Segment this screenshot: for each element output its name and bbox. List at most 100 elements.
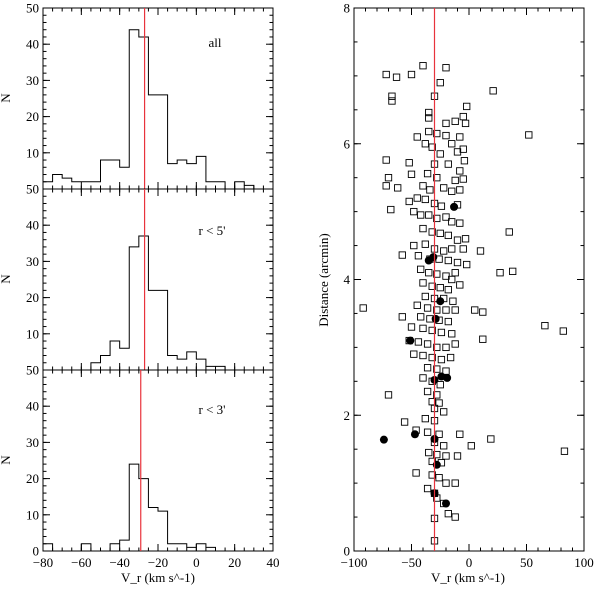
open-square-point bbox=[487, 435, 495, 443]
open-square-point bbox=[489, 87, 497, 95]
y-tick-label: 30 bbox=[26, 254, 39, 269]
histogram-panel-r-lt-3: 0 10 20 30 40 50 −80 −60 −40 −20 0 20 40 r < 3' N V… bbox=[0, 363, 280, 586]
open-square-point bbox=[440, 408, 448, 416]
y-tick-label: 20 bbox=[26, 471, 39, 486]
open-square-point bbox=[448, 330, 456, 338]
open-square-point bbox=[433, 365, 441, 373]
open-square-point bbox=[425, 127, 433, 136]
open-square-point bbox=[440, 442, 448, 450]
open-square-point bbox=[442, 131, 450, 140]
filled-circle-point bbox=[450, 202, 459, 211]
open-square-point bbox=[419, 62, 427, 70]
filled-circle-points bbox=[379, 202, 459, 508]
open-square-point bbox=[413, 194, 421, 202]
open-square-point bbox=[417, 211, 425, 219]
open-square-point bbox=[423, 387, 432, 396]
open-square-point bbox=[453, 236, 462, 244]
open-square-point bbox=[440, 247, 448, 255]
open-square-point bbox=[425, 114, 433, 122]
open-square-point bbox=[410, 241, 418, 250]
open-square-point bbox=[456, 430, 464, 438]
y-tick-label: 20 bbox=[26, 109, 39, 124]
open-square-point bbox=[453, 452, 462, 460]
x-tick-label: −20 bbox=[148, 555, 168, 570]
open-square-point bbox=[451, 340, 459, 348]
y-tick-label: 30 bbox=[26, 435, 39, 450]
open-square-point bbox=[425, 211, 433, 219]
filled-circle-point bbox=[424, 256, 433, 265]
x-axis-label: V_r (km s^-1) bbox=[431, 570, 505, 585]
y-tick-label: 10 bbox=[26, 507, 39, 522]
open-square-point bbox=[449, 297, 457, 305]
open-square-point bbox=[435, 430, 443, 438]
axis-ticks bbox=[42, 369, 274, 552]
open-square-point bbox=[436, 79, 444, 87]
y-tick-label: 50 bbox=[26, 182, 39, 197]
filled-circle-point bbox=[431, 314, 440, 323]
open-square-point bbox=[400, 418, 409, 426]
open-square-point bbox=[471, 306, 479, 314]
x-tick-labels: −100 −50 0 50 100 bbox=[341, 555, 594, 570]
x-tick-label: 100 bbox=[574, 555, 594, 570]
open-square-point bbox=[444, 510, 452, 518]
open-square-point bbox=[421, 140, 429, 148]
y-tick-label: 50 bbox=[26, 363, 39, 378]
open-square-point bbox=[428, 471, 436, 479]
open-square-point bbox=[433, 129, 441, 138]
open-square-point bbox=[448, 140, 456, 148]
open-square-point bbox=[392, 73, 401, 81]
open-square-point bbox=[433, 450, 441, 459]
y-tick-label: 10 bbox=[26, 145, 39, 160]
y-tick-label: 30 bbox=[26, 73, 39, 88]
open-square-point bbox=[461, 119, 470, 128]
open-square-point bbox=[444, 231, 452, 240]
scatter-panel: 0 2 4 6 8 −100 −50 0 50 100 Distance (arcmin) V_… bbox=[316, 1, 594, 586]
open-square-point bbox=[407, 323, 416, 331]
open-square-point bbox=[433, 270, 441, 278]
open-square-point bbox=[421, 414, 429, 423]
open-square-point bbox=[423, 304, 432, 312]
y-tick-labels: 0 2 4 6 8 bbox=[344, 1, 351, 559]
y-tick-label: 10 bbox=[26, 326, 39, 341]
open-square-point bbox=[505, 228, 513, 236]
open-square-point bbox=[407, 70, 416, 79]
open-square-point bbox=[509, 267, 517, 276]
open-square-point bbox=[388, 97, 396, 105]
open-square-point bbox=[444, 286, 452, 294]
open-square-point bbox=[425, 269, 433, 277]
open-square-point bbox=[444, 160, 452, 168]
x-tick-label: 50 bbox=[520, 555, 533, 570]
y-axis-label: N bbox=[0, 455, 13, 465]
panel-annotation: r < 5' bbox=[198, 223, 225, 238]
axis-ticks bbox=[42, 7, 274, 190]
x-tick-label: 0 bbox=[466, 555, 473, 570]
open-square-point bbox=[384, 174, 393, 182]
open-square-point bbox=[451, 479, 459, 487]
panel-frame bbox=[42, 188, 274, 371]
y-tick-label: 6 bbox=[344, 136, 351, 151]
y-axis-label: Distance (arcmin) bbox=[316, 233, 331, 326]
open-square-point bbox=[412, 469, 420, 477]
open-square-point bbox=[410, 350, 418, 358]
x-axis-label: V_r (km s^-1) bbox=[121, 570, 195, 585]
open-square-point bbox=[442, 452, 450, 460]
open-square-point bbox=[448, 245, 456, 253]
open-square-point bbox=[423, 484, 432, 493]
open-square-point bbox=[456, 186, 464, 194]
open-square-point bbox=[496, 269, 504, 277]
open-square-point bbox=[436, 381, 444, 389]
open-square-point bbox=[435, 474, 443, 482]
histogram-steps bbox=[43, 463, 273, 552]
open-square-point bbox=[428, 282, 436, 290]
open-square-point bbox=[414, 252, 423, 260]
y-tick-labels: 0 10 20 30 40 50 bbox=[26, 363, 39, 559]
open-square-point bbox=[436, 229, 444, 237]
open-square-point bbox=[428, 228, 436, 236]
panel-annotation: all bbox=[209, 35, 222, 50]
y-tick-label: 0 bbox=[344, 544, 351, 559]
y-tick-label: 40 bbox=[26, 218, 39, 233]
open-square-point bbox=[382, 156, 390, 164]
open-square-point bbox=[419, 279, 427, 287]
open-square-point bbox=[388, 92, 396, 100]
